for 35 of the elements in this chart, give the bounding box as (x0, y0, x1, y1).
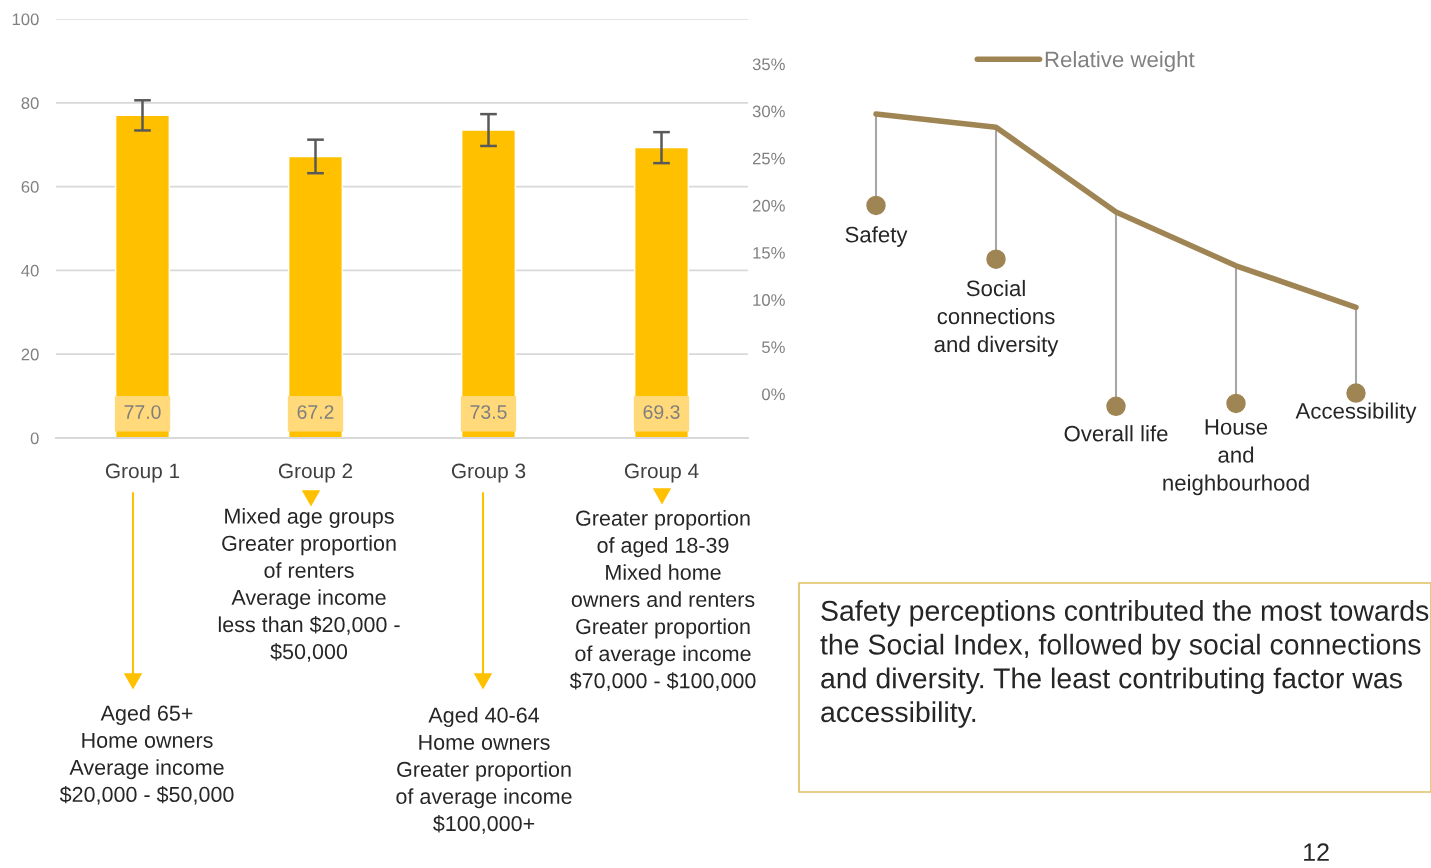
x-tick-label: Group 2 (278, 463, 353, 483)
y-tick-label: 30% (752, 105, 785, 118)
category-label: Safety (845, 226, 908, 247)
x-tick-label: Group 4 (624, 463, 699, 483)
text: 12 (1304, 843, 1329, 861)
text: Mixed age groups Greater proportion of renters Average income less than $20,000 - $50,000 (218, 508, 400, 662)
data-label: 69.3 (643, 405, 680, 419)
y-tick-label: 5% (762, 341, 785, 354)
category-label: Overall life (1064, 425, 1168, 442)
data-label: 77.0 (124, 405, 161, 419)
y-tick-label: 40 (21, 264, 39, 277)
category-label: Social connections and diversity (934, 279, 1059, 357)
x-tick-label: Group 1 (105, 463, 180, 483)
text: Safety perceptions contributed the most towards the Social Index, followed by social connections and diversity. The least contributing factor was accessibility. (820, 600, 1429, 728)
data-label: 67.2 (297, 405, 334, 419)
y-tick-label: 20 (21, 348, 39, 361)
legend-label: Relative weight (1045, 51, 1195, 72)
y-tick-label: 35% (752, 58, 785, 71)
y-tick-label: 25% (752, 152, 785, 165)
bar (114, 114, 171, 438)
bar (460, 129, 517, 438)
x-tick-label: Group 3 (451, 463, 526, 483)
y-tick-label: 100 (12, 13, 39, 26)
text: Greater proportion of aged 18-39 Mixed home owners and renters Greater proportion of average income $70,000 - $100,000 (569, 510, 756, 691)
y-tick-label: 0 (30, 432, 39, 445)
y-tick-label: 10% (753, 294, 785, 306)
y-tick-label: 60 (21, 181, 39, 193)
y-tick-label: 0% (762, 388, 785, 401)
y-tick-label: 15% (753, 247, 785, 259)
y-tick-label: 80 (21, 97, 39, 109)
text: Aged 65+ Home owners Average income $20,000 - $50,000 (59, 705, 234, 805)
category-label: Accessibility (1295, 402, 1417, 424)
y-tick-label: 20% (752, 199, 785, 212)
text: Aged 40-64 Home owners Greater proportion of average income $100,000+ (396, 707, 572, 834)
data-label: 73.5 (470, 405, 507, 419)
